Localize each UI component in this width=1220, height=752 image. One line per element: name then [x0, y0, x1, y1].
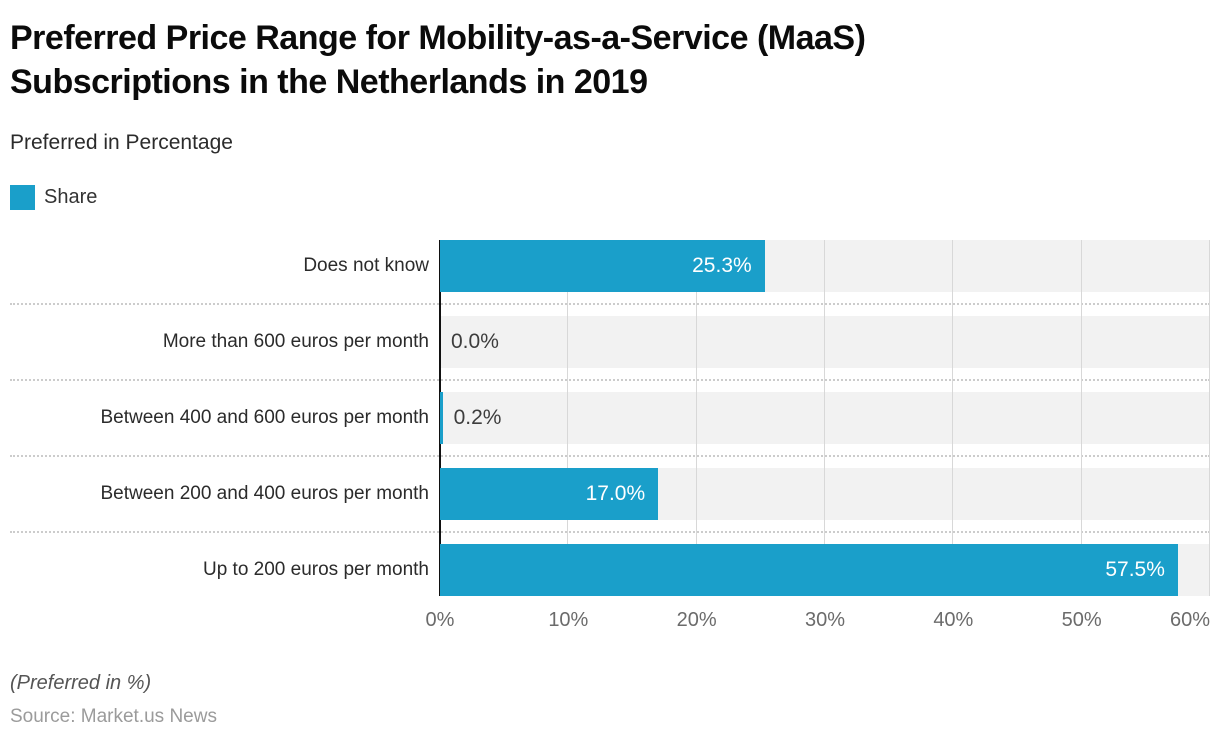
row-separator — [10, 303, 1210, 305]
footnote: (Preferred in %) — [10, 672, 152, 694]
chart-subtitle: Preferred in Percentage — [10, 131, 233, 154]
x-gridline — [952, 240, 954, 596]
source-credit: Source: Market.us News — [10, 706, 217, 727]
bar-rows: Does not know 25.3% More than 600 euros pe… — [10, 240, 1210, 596]
row-separator — [10, 531, 1210, 533]
bar-row: Between 200 and 400 euros per month 17.0% — [10, 468, 1210, 520]
bar-value-label: 57.5% — [1105, 558, 1165, 581]
x-gridline — [695, 240, 697, 596]
row-separator — [10, 455, 1210, 457]
bar-track: 17.0% — [440, 468, 1210, 520]
bar-share: 25.3% — [440, 240, 765, 292]
category-label: Up to 200 euros per month — [202, 559, 429, 580]
chart-title: Preferred Price Range for Mobility-as-a-… — [10, 19, 866, 101]
bar-value-label: 25.3% — [692, 254, 752, 277]
bar-row: Up to 200 euros per month 57.5% — [10, 544, 1210, 596]
category-label: Between 200 and 400 euros per month — [100, 483, 429, 504]
bar-row: Does not know 25.3% — [10, 240, 1210, 292]
bar-share — [440, 392, 443, 444]
bar-share: 17.0% — [440, 468, 659, 520]
x-tick-label: 20% — [676, 609, 717, 631]
bar-row: Between 400 and 600 euros per month 0.2% — [10, 392, 1210, 444]
x-gridline — [1080, 240, 1082, 596]
legend: Share — [10, 184, 1210, 210]
x-tick-label: 60% — [1169, 609, 1210, 631]
bar-chart-plot-area: Does not know 25.3% More than 600 euros pe… — [10, 240, 1210, 596]
bar-value-label: 0.0% — [451, 330, 499, 353]
category-label: Between 400 and 600 euros per month — [100, 407, 429, 428]
x-gridline — [567, 240, 569, 596]
row-separator — [10, 379, 1210, 381]
category-label: Does not know — [303, 255, 429, 276]
category-label: More than 600 euros per month — [162, 331, 429, 352]
bar-value-label: 17.0% — [585, 482, 646, 505]
x-gridline — [1209, 240, 1210, 596]
x-tick-label: 30% — [804, 609, 846, 631]
bar-share: 57.5% — [440, 544, 1178, 596]
bar-value-label: 0.2% — [453, 406, 502, 429]
grid-layer — [439, 240, 1210, 596]
bar-track: 57.5% — [440, 544, 1210, 596]
bar-row: More than 600 euros per month 0.0% — [10, 316, 1210, 368]
x-tick-label: 50% — [1061, 609, 1102, 631]
x-tick-label: 40% — [933, 609, 974, 631]
chart-page: Preferred Price Range for Mobility-as-a-… — [10, 19, 1210, 727]
bar-track: 0.0% — [440, 316, 1210, 368]
x-tick-label: 0% — [425, 609, 455, 631]
bar-track: 0.2% — [440, 392, 1210, 444]
x-gridline — [824, 240, 825, 596]
legend-swatch-share — [10, 184, 35, 210]
x-tick-label: 10% — [548, 609, 589, 631]
bar-track: 25.3% — [440, 240, 1210, 292]
x-axis: 0% 10% 20% 30% 40% 50% 60% — [426, 596, 1210, 638]
legend-label-share: Share — [44, 185, 98, 208]
